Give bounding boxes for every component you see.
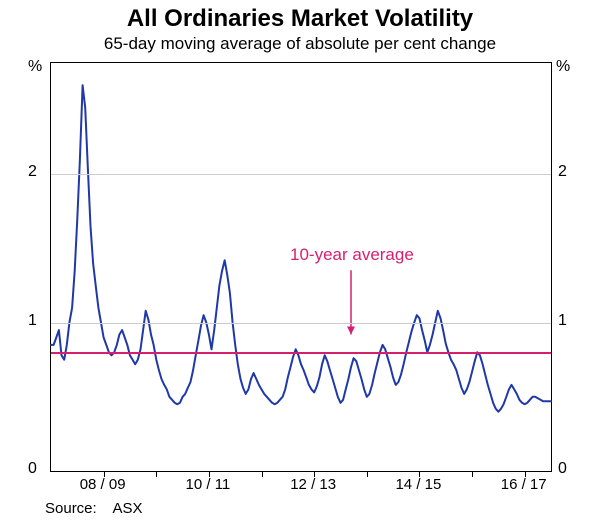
y-unit-left: %	[28, 58, 42, 76]
xtick-mark	[472, 471, 473, 477]
xtick-label: 12 / 13	[290, 476, 336, 493]
ytick-right: 0	[558, 460, 567, 478]
ytick-right: 1	[558, 312, 567, 330]
source-value: ASX	[113, 500, 143, 517]
ytick-left: 0	[28, 460, 37, 478]
ytick-left: 2	[28, 163, 37, 181]
xtick-label: 14 / 15	[395, 476, 441, 493]
ytick-right: 2	[558, 163, 567, 181]
source-label: Source:	[45, 500, 97, 517]
ten-year-average-label: 10-year average	[290, 245, 414, 265]
xtick-mark	[367, 471, 368, 477]
chart-subtitle: 65-day moving average of absolute per ce…	[0, 34, 600, 54]
gridline	[51, 174, 551, 175]
chart-title: All Ordinaries Market Volatility	[0, 0, 600, 32]
ytick-left: 1	[28, 312, 37, 330]
ten-year-average-line	[51, 352, 551, 354]
annotation-arrow	[51, 63, 551, 471]
y-unit-right: %	[556, 58, 570, 76]
xtick-mark	[156, 471, 157, 477]
xtick-label: 16 / 17	[501, 476, 547, 493]
source-line: Source: ASX	[45, 500, 143, 517]
xtick-mark	[262, 471, 263, 477]
xtick-label: 10 / 11	[186, 476, 231, 493]
xtick-label: 08 / 09	[80, 476, 126, 493]
plot-area	[50, 62, 552, 472]
gridline	[51, 323, 551, 324]
chart-container: All Ordinaries Market Volatility 65-day …	[0, 0, 600, 530]
